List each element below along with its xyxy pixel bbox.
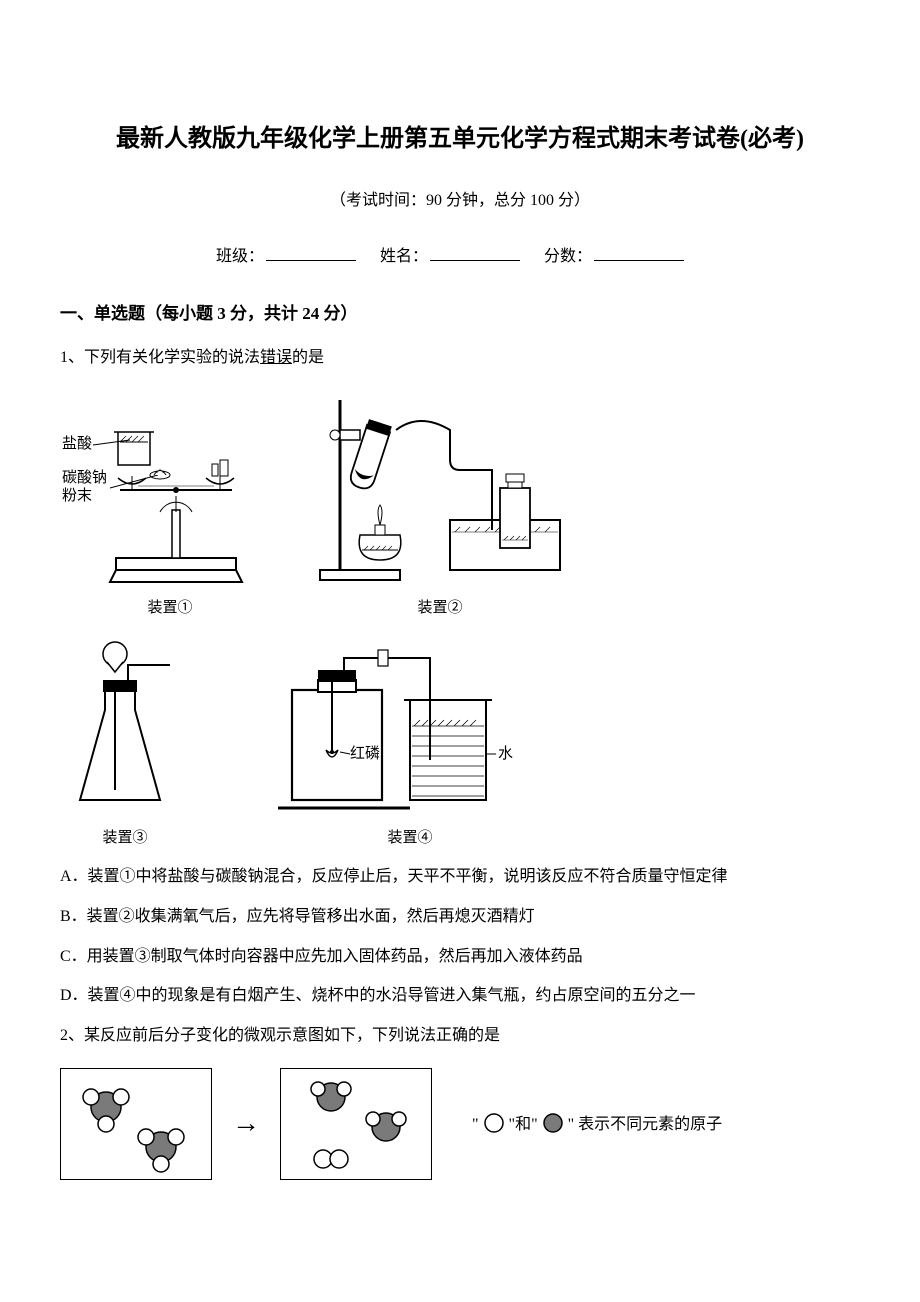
legend-prefix: ": [472, 1116, 483, 1133]
diagram1: 盐酸 碳酸钠 粉末: [60, 420, 280, 620]
legend-suffix: " 表示不同元素的原子: [568, 1116, 723, 1133]
diagram-row-2: 装置③ 红磷: [60, 640, 860, 850]
class-blank: [266, 260, 356, 261]
score-blank: [594, 260, 684, 261]
q2-before-box: [60, 1068, 212, 1180]
q1-underlined: 错误: [260, 349, 292, 366]
diagram3-svg: [60, 640, 190, 820]
reaction-arrow-icon: →: [232, 1102, 260, 1147]
diagram1-caption: 装置①: [147, 596, 192, 620]
label-phosphorus: 红磷: [350, 745, 380, 762]
score-label: 分数：: [544, 248, 592, 265]
label-hcl: 盐酸: [62, 435, 92, 452]
diagram4: 红磷: [270, 640, 550, 850]
label-na2co3-1: 碳酸钠: [62, 469, 107, 486]
q1-stem: 1、下列有关化学实验的说法错误的是: [60, 345, 860, 371]
q2-diagram-row: → " "和" " 表示不同元素的原子: [60, 1068, 860, 1180]
diagram-row-1: 盐酸 碳酸钠 粉末: [60, 390, 860, 620]
info-line: 班级： 姓名： 分数：: [60, 244, 860, 270]
diagram2-caption: 装置②: [417, 596, 462, 620]
diagram2: 装置②: [310, 390, 570, 620]
legend-gray-atom-icon: [542, 1112, 564, 1134]
section1-header: 一、单选题（每小题 3 分，共计 24 分）: [60, 300, 860, 327]
q1-suffix: 的是: [292, 349, 324, 366]
q1-optC: C．用装置③制取气体时向容器中应先加入固体药品，然后再加入液体药品: [60, 944, 860, 970]
legend-white-atom-icon: [483, 1112, 505, 1134]
label-water: 水: [498, 745, 513, 762]
name-blank: [430, 260, 520, 261]
exam-subtitle: （考试时间：90 分钟，总分 100 分）: [60, 188, 860, 214]
diagram1-svg: 盐酸 碳酸钠 粉末: [60, 420, 280, 590]
diagram3: 装置③: [60, 640, 190, 850]
q1-optA: A．装置①中将盐酸与碳酸钠混合，反应停止后，天平不平衡，说明该反应不符合质量守恒…: [60, 864, 860, 890]
diagram3-caption: 装置③: [102, 826, 147, 850]
q2-legend: " "和" " 表示不同元素的原子: [472, 1112, 722, 1138]
q2-after-box: [280, 1068, 432, 1180]
name-label: 姓名：: [380, 248, 428, 265]
page-title: 最新人教版九年级化学上册第五单元化学方程式期末考试卷(必考): [60, 120, 860, 158]
diagram4-svg: 红磷: [270, 640, 550, 820]
label-na2co3-2: 粉末: [62, 487, 92, 504]
class-label: 班级：: [216, 248, 264, 265]
legend-mid: "和": [509, 1116, 542, 1133]
q1-optD: D．装置④中的现象是有白烟产生、烧杯中的水沿导管进入集气瓶，约占原空间的五分之一: [60, 983, 860, 1009]
q1-optB: B．装置②收集满氧气后，应先将导管移出水面，然后再熄灭酒精灯: [60, 904, 860, 930]
q1-prefix: 1、下列有关化学实验的说法: [60, 349, 260, 366]
q2-stem: 2、某反应前后分子变化的微观示意图如下，下列说法正确的是: [60, 1023, 860, 1049]
diagram2-svg: [310, 390, 570, 590]
diagram4-caption: 装置④: [387, 826, 432, 850]
